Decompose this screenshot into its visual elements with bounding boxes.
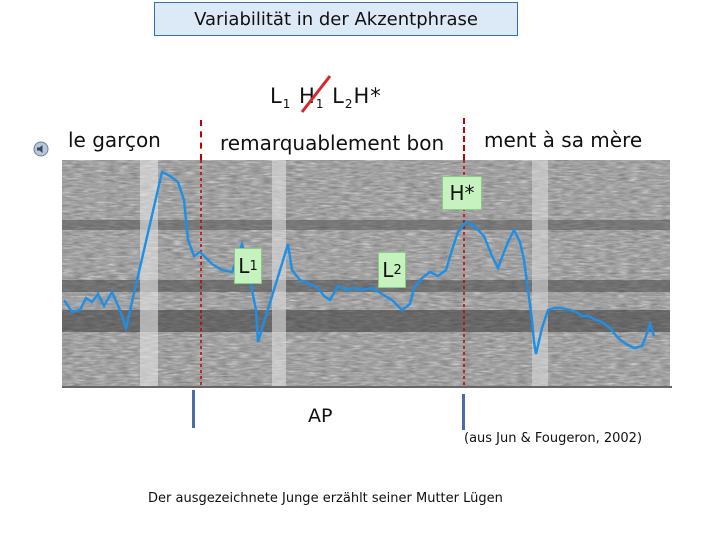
word-ment-a-sa-mere: ment à sa mère (484, 128, 643, 152)
boundary-dash-1 (200, 120, 202, 160)
ap-boundary-right (462, 394, 465, 430)
word-remarquablement-bon: remarquablement bon (220, 131, 445, 155)
formant-bands (62, 220, 670, 332)
time-axis (62, 386, 672, 388)
citation: (aus Jun & Fougeron, 2002) (464, 431, 643, 446)
speaker-icon[interactable] (33, 141, 49, 157)
boundary-dash-2 (463, 118, 465, 160)
word-le-garcon: le garçon (68, 128, 161, 152)
pitch-contour (63, 170, 656, 355)
tone-l1: L1 (270, 84, 292, 112)
title-box: Variabilität in der Akzentphrase (154, 2, 518, 36)
strike-line (300, 75, 332, 113)
pause-gaps (140, 160, 548, 386)
ap-boundary-left (192, 390, 195, 428)
ap-label: AP (308, 405, 333, 427)
label-hstar: H* (442, 176, 482, 210)
tone-hstar: H* (353, 84, 382, 108)
spectrogram (62, 160, 670, 386)
title: Variabilität in der Akzentphrase (194, 8, 478, 30)
translation-caption: Der ausgezeichnete Junge erzählt seiner … (148, 491, 503, 506)
tone-l2: L2 (332, 84, 354, 112)
